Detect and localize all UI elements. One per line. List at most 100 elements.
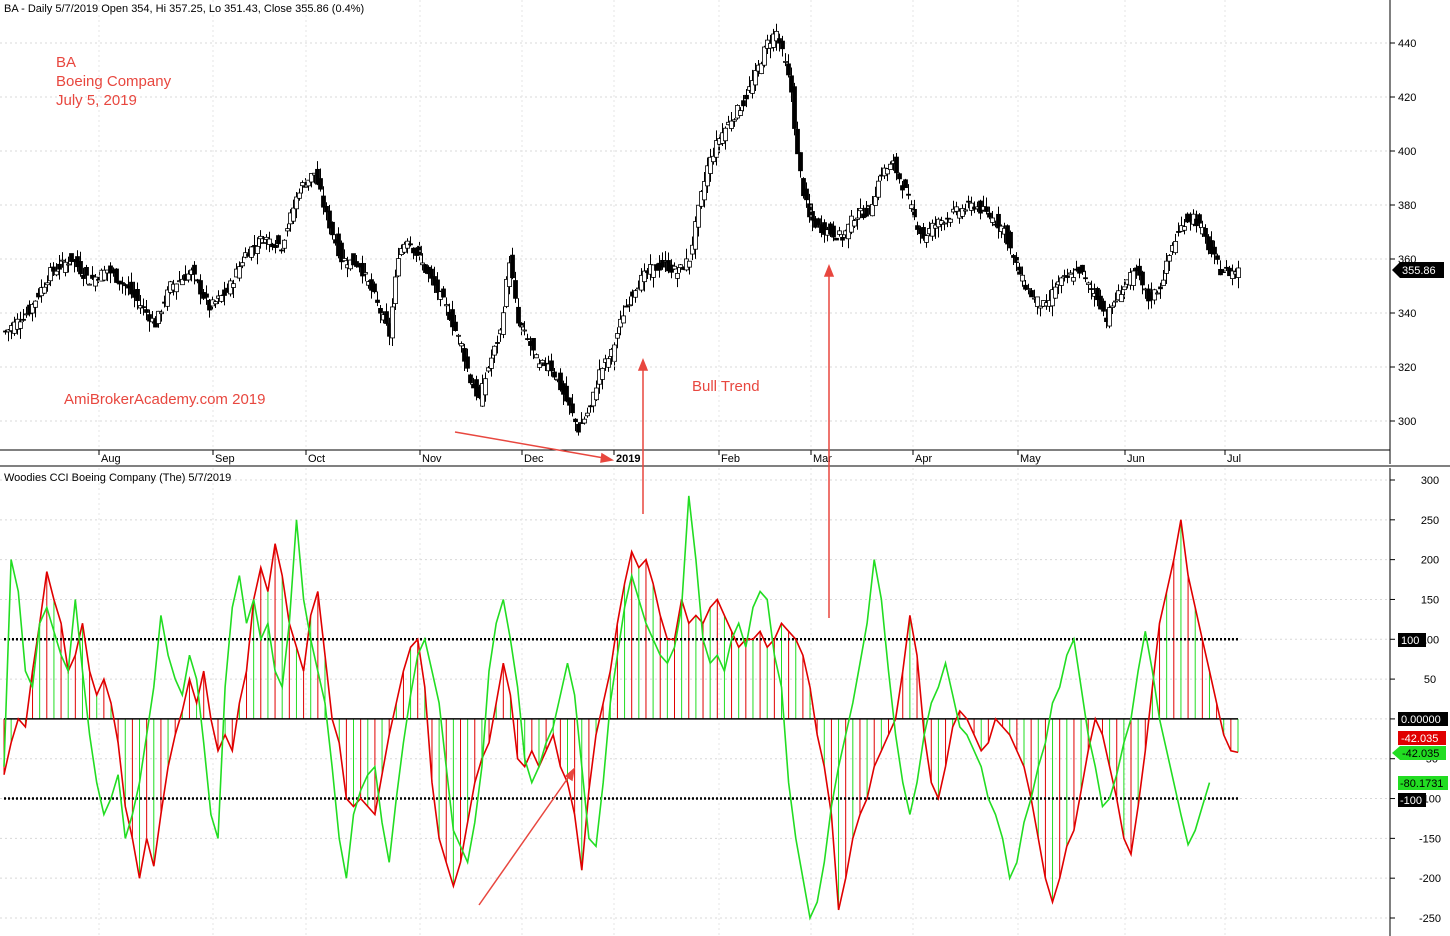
candle-body <box>384 311 389 324</box>
cci-y-ticks: -250-200-150-100-50050100150200250300 <box>1390 475 1441 925</box>
candle-body <box>363 272 368 275</box>
candle-body <box>1224 266 1229 269</box>
candle-body <box>1158 286 1163 290</box>
candle-body <box>1068 272 1073 275</box>
down-trend-arrowhead <box>600 452 615 463</box>
candle-body <box>396 258 401 277</box>
candle-body <box>1080 264 1085 273</box>
candle-body <box>897 173 902 180</box>
candle-body <box>798 152 803 172</box>
candle-body <box>930 222 935 237</box>
candle-body <box>186 273 191 281</box>
candle-body <box>834 237 839 241</box>
candle-body <box>1152 289 1157 301</box>
candle-body <box>1140 271 1145 286</box>
candle-body <box>282 239 287 249</box>
candle-body <box>678 264 683 269</box>
candle-body <box>873 196 878 206</box>
candle-body <box>564 385 569 402</box>
candle-body <box>822 222 827 235</box>
lower-ref-label: -100 <box>1400 795 1422 807</box>
zero-ref-label: 0.00000 <box>1401 714 1441 726</box>
cci-tick-label: -250 <box>1419 913 1441 925</box>
lower-ref-tag <box>1398 793 1426 807</box>
candle-body <box>1182 226 1187 231</box>
price-tick-label: 340 <box>1398 308 1416 320</box>
candle-body <box>960 208 965 217</box>
candle-body <box>738 110 743 116</box>
candle-body <box>156 310 161 324</box>
cci-green-tag <box>1392 746 1446 760</box>
candle-body <box>33 300 38 308</box>
cci-tick-label: -200 <box>1419 873 1441 885</box>
candle-body <box>231 283 236 288</box>
candle-body <box>453 321 458 331</box>
candle-body <box>714 140 719 158</box>
candle-body <box>375 299 380 303</box>
cci-green2-label: -80.1731 <box>1400 778 1443 790</box>
cci-lines <box>3 495 1239 921</box>
candle-body <box>702 181 707 201</box>
candle-body <box>600 368 605 380</box>
month-label: Mar <box>813 453 832 465</box>
cci-divergence-arrow <box>478 767 576 906</box>
candle-body <box>639 274 644 291</box>
candle-body <box>612 344 617 362</box>
candle-body <box>792 86 797 129</box>
candle-body <box>87 283 92 286</box>
candle-body <box>1095 288 1100 301</box>
candle-body <box>624 305 629 308</box>
candle-body <box>708 156 713 174</box>
candle-body <box>963 209 968 212</box>
candle-body <box>291 207 296 222</box>
candle-body <box>321 195 326 208</box>
candle-body <box>567 397 572 406</box>
candle-body <box>69 253 74 262</box>
candle-body <box>135 289 140 302</box>
candle-body <box>144 309 149 313</box>
candle-body <box>1137 265 1142 276</box>
candle-body <box>744 94 749 100</box>
candle-body <box>165 289 170 307</box>
candle-body <box>408 243 413 246</box>
candle-body <box>276 235 281 245</box>
candle-body <box>783 61 788 63</box>
month-label: 2019 <box>616 453 640 465</box>
candle-body <box>786 63 791 76</box>
candle-body <box>306 179 311 187</box>
candle-body <box>816 218 821 225</box>
candle-body <box>906 193 911 196</box>
candle-body <box>990 217 995 223</box>
candle-body <box>351 253 356 266</box>
candle-body <box>465 356 470 369</box>
candle-body <box>1131 270 1136 286</box>
month-label: May <box>1020 453 1041 465</box>
candle-body <box>174 283 179 293</box>
cci-tick-label: -150 <box>1419 833 1441 845</box>
candle-body <box>606 358 611 368</box>
candle-body <box>633 290 638 298</box>
candle-body <box>315 168 320 185</box>
candle-body <box>732 119 737 122</box>
price-tick-label: 400 <box>1398 146 1416 158</box>
month-label: Feb <box>721 453 740 465</box>
candle-body <box>780 40 785 50</box>
candle-body <box>141 306 146 309</box>
candle-body <box>1008 231 1013 249</box>
last-price-tag: 355.86 <box>1392 262 1444 278</box>
candle-body <box>324 205 329 213</box>
candle-body <box>876 180 881 198</box>
candle-body <box>1035 296 1040 307</box>
candle-body <box>627 304 632 307</box>
candle-body <box>525 338 530 340</box>
candle-body <box>57 263 62 270</box>
candle-body <box>1038 305 1043 309</box>
candle-body <box>504 278 509 307</box>
candle-body <box>672 265 677 270</box>
candle-body <box>495 342 500 344</box>
price-tick-label: 380 <box>1398 200 1416 212</box>
candle-body <box>237 266 242 279</box>
candle-body <box>558 372 563 391</box>
cci-tick-label: 150 <box>1421 594 1439 606</box>
